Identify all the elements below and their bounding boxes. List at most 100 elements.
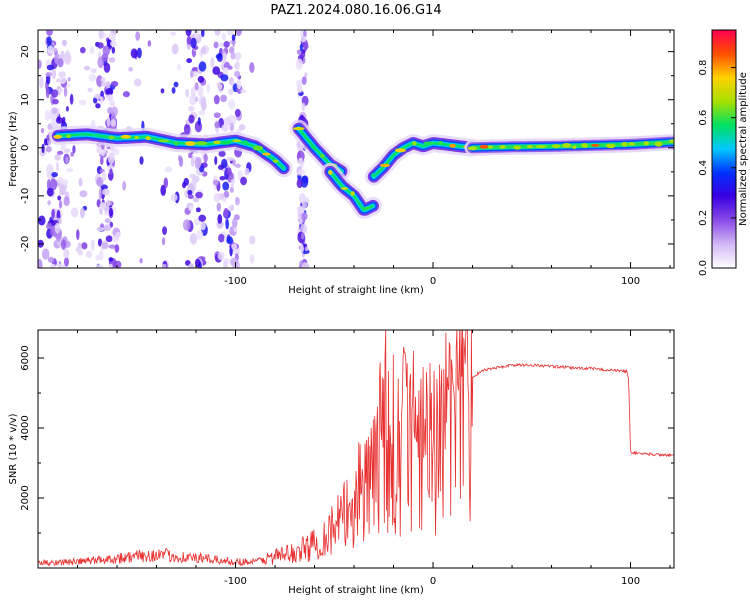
noise-blob bbox=[101, 171, 107, 182]
noise-blob bbox=[107, 152, 115, 164]
noise-blob bbox=[133, 78, 142, 87]
noise-blob bbox=[221, 32, 227, 41]
noise-blob bbox=[41, 143, 45, 154]
noise-blob bbox=[136, 47, 142, 59]
track-main-hotspot bbox=[195, 141, 208, 146]
track-descending-1-hotspot bbox=[319, 154, 325, 158]
noise-blob bbox=[65, 156, 69, 164]
noise-blob bbox=[57, 195, 62, 201]
noise-blob bbox=[122, 181, 127, 191]
track-main-hotspot bbox=[241, 140, 249, 146]
noise-blob bbox=[219, 175, 226, 181]
colorbar-gradient bbox=[712, 30, 736, 268]
noise-blob bbox=[70, 151, 74, 157]
noise-blob bbox=[188, 105, 195, 112]
noise-blob bbox=[301, 262, 310, 268]
noise-blob bbox=[187, 194, 194, 200]
noise-blob bbox=[45, 71, 53, 77]
noise-blob bbox=[231, 218, 238, 228]
noise-blob bbox=[104, 218, 111, 224]
noise-blob bbox=[114, 244, 120, 253]
snr-plot-area bbox=[38, 330, 674, 568]
noise-blob bbox=[194, 82, 199, 91]
noise-blob bbox=[46, 178, 51, 191]
noise-blob bbox=[194, 157, 202, 169]
colorbar-tick-label: 0.0 bbox=[698, 260, 709, 276]
track-flat-hotspot bbox=[535, 144, 547, 149]
noise-blob bbox=[244, 168, 250, 176]
noise-blob bbox=[90, 68, 97, 74]
noise-blob bbox=[230, 52, 236, 60]
track-descending-2-hotspot bbox=[350, 191, 355, 196]
noise-blob bbox=[304, 72, 308, 78]
noise-blob bbox=[122, 91, 130, 98]
snr-series-line bbox=[38, 330, 674, 567]
noise-blob bbox=[52, 98, 59, 105]
noise-blob bbox=[54, 153, 61, 161]
noise-blob bbox=[77, 250, 84, 256]
noise-blob bbox=[178, 156, 184, 168]
noise-blob bbox=[188, 152, 193, 159]
noise-blob bbox=[79, 46, 86, 54]
noise-blob bbox=[301, 76, 307, 85]
snr-xlabel: Height of straight line (km) bbox=[288, 585, 424, 596]
noise-blob bbox=[39, 76, 44, 89]
noise-blob bbox=[300, 232, 305, 240]
noise-blob bbox=[100, 77, 106, 83]
noise-blob bbox=[57, 176, 64, 184]
noise-blob bbox=[182, 181, 187, 189]
track-main-hotspot bbox=[66, 134, 72, 139]
noise-blob bbox=[216, 202, 222, 212]
noise-blob bbox=[55, 161, 59, 173]
noise-blob bbox=[110, 40, 118, 47]
noise-blob bbox=[196, 229, 204, 240]
noise-blob bbox=[162, 226, 168, 236]
noise-blob bbox=[170, 193, 178, 202]
noise-blob bbox=[47, 45, 54, 55]
noise-blob bbox=[225, 218, 230, 230]
noise-blob bbox=[192, 176, 197, 186]
noise-blob bbox=[221, 124, 229, 132]
track-rising-hotspot bbox=[438, 140, 443, 145]
noise-blob bbox=[61, 39, 67, 47]
noise-blob bbox=[110, 119, 117, 127]
noise-blob bbox=[98, 188, 102, 200]
track-flat-hotspot bbox=[562, 143, 572, 148]
noise-blob bbox=[226, 236, 233, 245]
noise-blob bbox=[38, 215, 46, 226]
noise-blob bbox=[217, 42, 226, 47]
noise-blob bbox=[108, 244, 117, 249]
noise-blob bbox=[215, 54, 223, 59]
noise-blob bbox=[190, 155, 195, 168]
track-main-hotspot bbox=[108, 135, 115, 140]
noise-blob bbox=[79, 190, 88, 198]
track-flat-hotspot bbox=[668, 139, 674, 144]
noise-blob bbox=[210, 56, 215, 68]
noise-blob bbox=[46, 64, 55, 71]
snr-ylabel: SNR (10 * v/v) bbox=[8, 413, 19, 484]
noise-blob bbox=[47, 256, 55, 263]
noise-blob bbox=[300, 244, 304, 254]
track-flat-hotspot bbox=[513, 145, 522, 150]
noise-blob bbox=[115, 231, 121, 238]
noise-blob bbox=[106, 199, 110, 207]
noise-blob bbox=[108, 263, 113, 268]
spectrogram-ytick-label: -10 bbox=[20, 188, 31, 204]
track-flat-hotspot bbox=[551, 144, 561, 148]
noise-blob bbox=[228, 77, 235, 86]
noise-blob bbox=[212, 179, 219, 186]
noise-blob bbox=[54, 222, 61, 234]
noise-blob bbox=[185, 88, 190, 98]
noise-blob bbox=[95, 103, 101, 109]
noise-blob bbox=[238, 124, 246, 131]
noise-blob bbox=[236, 79, 242, 90]
track-rising-hotspot bbox=[370, 173, 377, 178]
noise-blob bbox=[235, 163, 241, 168]
noise-blob bbox=[190, 37, 197, 49]
colorbar-label: Normalized spectral amplitude bbox=[738, 72, 749, 226]
track-main-hotspot bbox=[145, 136, 151, 141]
track-flat-hotspot bbox=[571, 145, 577, 149]
noise-blob bbox=[100, 90, 104, 98]
noise-blob bbox=[223, 117, 232, 126]
snr-frame bbox=[37, 329, 675, 569]
